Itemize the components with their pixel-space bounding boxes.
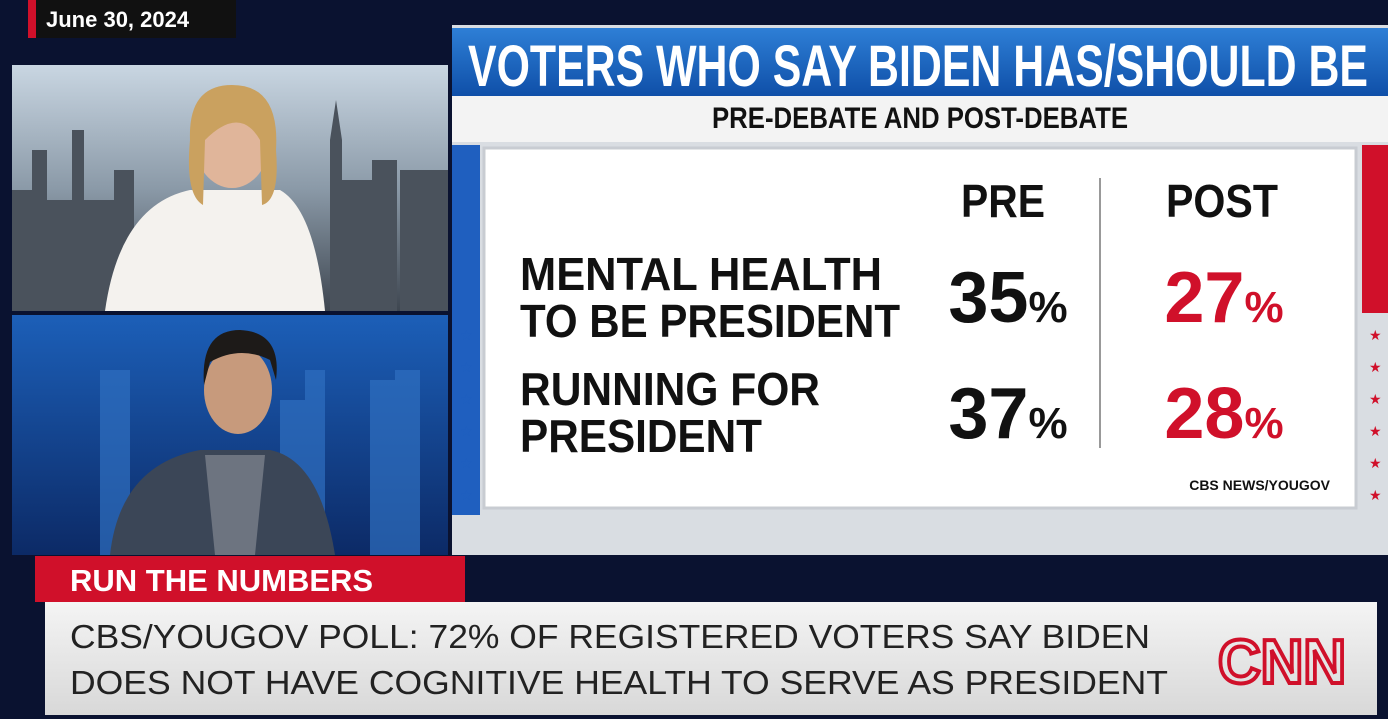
svg-text:★: ★ bbox=[460, 455, 473, 471]
row-label: RUNNING FOR bbox=[520, 363, 820, 415]
stars-right: ★ ★ ★ ★ ★ ★ bbox=[1369, 327, 1382, 503]
graphic-subtitle: PRE-DEBATE AND POST-DEBATE bbox=[712, 102, 1128, 135]
post-value: 28% bbox=[1164, 374, 1283, 454]
chyron-bar bbox=[45, 602, 1377, 715]
column-header: POST bbox=[1166, 175, 1278, 227]
table-card bbox=[482, 146, 1358, 510]
chyron-line: CBS/YOUGOV POLL: 72% OF REGISTERED VOTER… bbox=[70, 618, 1150, 655]
row-label: MENTAL HEALTH bbox=[520, 248, 882, 300]
date: June 30, 2024 bbox=[46, 7, 190, 32]
svg-text:★: ★ bbox=[1369, 359, 1382, 375]
subtitle-band bbox=[452, 96, 1388, 142]
blue-strip bbox=[452, 145, 480, 515]
anchor-hair bbox=[188, 85, 277, 205]
source: CBS NEWS/YOUGOV bbox=[1189, 477, 1330, 493]
guest-hair bbox=[203, 330, 277, 385]
column-header: PRE bbox=[961, 175, 1045, 227]
svg-text:★: ★ bbox=[460, 487, 473, 503]
date-accent bbox=[28, 0, 36, 38]
svg-text:★: ★ bbox=[460, 359, 473, 375]
guest-face bbox=[204, 346, 272, 434]
svg-text:★: ★ bbox=[1369, 455, 1382, 471]
svg-text:★: ★ bbox=[1369, 487, 1382, 503]
date-box bbox=[28, 0, 236, 38]
svg-text:★: ★ bbox=[460, 423, 473, 439]
studio-wall bbox=[100, 370, 420, 555]
chyron-tag-box bbox=[35, 556, 465, 602]
stars-left: ★ ★ ★ ★ ★ ★ bbox=[460, 327, 473, 503]
chyron-line: DOES NOT HAVE COGNITIVE HEALTH TO SERVE … bbox=[70, 664, 1168, 701]
svg-text:★: ★ bbox=[460, 327, 473, 343]
svg-text:★: ★ bbox=[1369, 391, 1382, 407]
guest-shirt bbox=[205, 455, 265, 555]
row-label: PRESIDENT bbox=[520, 410, 762, 462]
video-top bbox=[12, 65, 448, 311]
graphic-title: VOTERS WHO SAY BIDEN HAS/SHOULD BE bbox=[468, 34, 1368, 99]
video-bottom bbox=[12, 315, 448, 555]
anchor-jacket bbox=[105, 190, 325, 311]
red-strip bbox=[1362, 145, 1388, 313]
svg-text:★: ★ bbox=[460, 391, 473, 407]
network-logo: CNN bbox=[1218, 628, 1346, 697]
title-bar bbox=[452, 28, 1388, 96]
svg-text:★: ★ bbox=[1369, 327, 1382, 343]
pre-value: 37% bbox=[948, 374, 1067, 454]
post-value: 27% bbox=[1164, 258, 1283, 338]
svg-text:★: ★ bbox=[1369, 423, 1382, 439]
chyron-tag: RUN THE NUMBERS bbox=[70, 563, 373, 598]
row-label: TO BE PRESIDENT bbox=[520, 295, 900, 347]
poll-graphic: VOTERS WHO SAY BIDEN HAS/SHOULD BE PRE-D… bbox=[452, 25, 1388, 555]
pre-value: 35% bbox=[948, 258, 1067, 338]
